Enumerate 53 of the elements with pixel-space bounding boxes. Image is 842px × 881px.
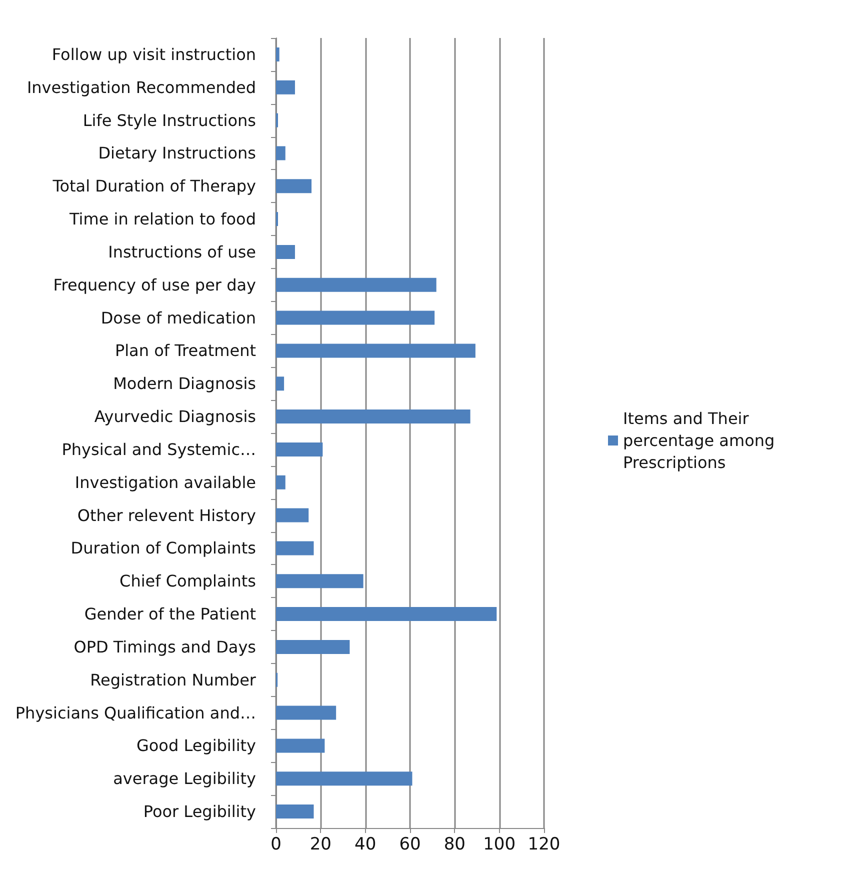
y-tick-label: Frequency of use per day <box>53 275 256 294</box>
bar <box>276 244 295 259</box>
bar <box>276 640 350 654</box>
y-tick-label: Poor Legibility <box>143 802 256 822</box>
legend-label: Items and Their percentage among Prescriptions <box>623 409 780 472</box>
y-tick-label: Dietary Instructions <box>98 144 256 163</box>
y-tick-label: Time in relation to food <box>68 210 256 229</box>
bar <box>276 738 325 753</box>
bar <box>276 607 497 622</box>
x-tick-label: 60 <box>399 834 421 854</box>
bar <box>276 804 314 819</box>
y-tick-label: Modern Diagnosis <box>113 374 256 394</box>
y-tick-label: Good Legibility <box>136 736 256 756</box>
y-tick-label: Plan of Treatment <box>114 341 256 360</box>
y-tick-label: Registration Number <box>90 670 256 690</box>
bar <box>276 278 436 292</box>
y-tick-label: Life Style Instructions <box>82 110 256 130</box>
x-tick-label: 100 <box>483 834 516 854</box>
bar <box>276 310 435 325</box>
y-tick-label: Instructions of use <box>108 242 256 262</box>
bar <box>276 376 284 391</box>
bar <box>276 475 286 490</box>
x-tick-label: 80 <box>444 834 466 854</box>
y-tick-label: Physical and Systemic… <box>62 440 256 459</box>
bar <box>276 80 295 94</box>
bar <box>276 541 314 556</box>
bar <box>276 442 323 456</box>
y-tick-label: Chief Complaints <box>120 572 256 591</box>
bar <box>276 508 309 522</box>
y-tick-label: Other relevent History <box>77 506 256 525</box>
x-tick-label: 40 <box>354 834 376 854</box>
y-tick-label: Investigation Recommended <box>26 78 256 97</box>
bar <box>276 574 364 588</box>
y-tick-label: Duration of Complaints <box>70 538 256 558</box>
y-tick-label: Ayurvedic Diagnosis <box>94 407 256 426</box>
y-tick-label: average Legibility <box>113 769 256 788</box>
y-tick-label: Dose of medication <box>100 308 256 328</box>
x-tick-label: 120 <box>528 834 560 854</box>
bar <box>276 47 280 62</box>
y-tick-label: Total Duration of Therapy <box>52 176 256 196</box>
x-tick-label: 20 <box>310 834 332 854</box>
y-tick-label: Investigation available <box>74 472 256 492</box>
y-tick-label: Gender of the Patient <box>84 604 256 624</box>
bar <box>276 410 470 424</box>
bar <box>276 146 286 160</box>
bar <box>276 772 412 786</box>
y-tick-label: Follow up visit instruction <box>52 44 256 64</box>
bar <box>276 344 476 358</box>
y-tick-label: OPD Timings and Days <box>74 637 256 656</box>
y-tick-label: Physicians Qualification and… <box>15 703 256 722</box>
bar <box>276 179 312 194</box>
x-tick-label: 0 <box>270 834 282 854</box>
bar <box>276 706 336 720</box>
